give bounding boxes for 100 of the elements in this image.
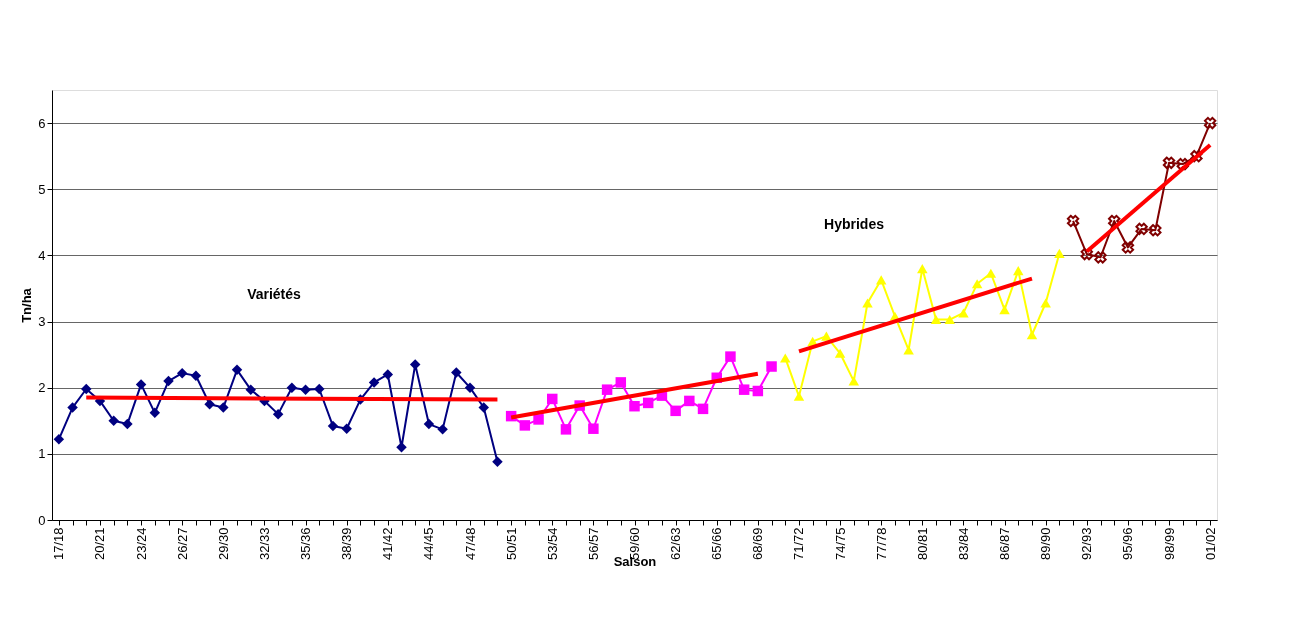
- x-tick-label: 71/72: [791, 527, 807, 561]
- point: [327, 420, 339, 432]
- point: [382, 369, 394, 380]
- point: [1026, 330, 1038, 340]
- y-tick-label: 3: [38, 314, 46, 330]
- y-axis-title: Tn/ha: [19, 287, 35, 323]
- point: [684, 395, 695, 407]
- point: [533, 414, 544, 425]
- x-tick-label: 68/69: [750, 527, 766, 561]
- point: [725, 351, 736, 362]
- point: [519, 420, 531, 431]
- point: [368, 377, 380, 388]
- x-tick-label: 23/24: [133, 527, 149, 561]
- x-tick-label: 26/27: [174, 527, 190, 561]
- point: [1094, 251, 1107, 264]
- point: [930, 315, 942, 325]
- point: [875, 275, 887, 285]
- point: [588, 423, 599, 434]
- point: [629, 400, 640, 412]
- point: [738, 384, 750, 395]
- point: [560, 424, 572, 435]
- annotation: Hybrides: [824, 216, 885, 232]
- point: [985, 268, 997, 278]
- x-tick-label: 38/39: [339, 527, 355, 561]
- point: [231, 364, 243, 376]
- point: [697, 403, 709, 415]
- x-tick-label: 44/45: [421, 527, 437, 561]
- point: [341, 423, 352, 434]
- point: [1066, 214, 1080, 228]
- x-tick-label: 01/02: [1202, 527, 1218, 561]
- y-tick-label: 0: [38, 512, 46, 528]
- annotation: Variétés: [247, 286, 302, 302]
- point: [848, 376, 860, 386]
- y-tick-label: 1: [38, 446, 46, 462]
- x-tick-label: 89/90: [1038, 527, 1054, 561]
- point: [903, 345, 914, 355]
- point: [67, 402, 78, 413]
- point: [218, 402, 229, 413]
- x-tick-label: 29/30: [215, 527, 231, 561]
- point: [272, 408, 284, 420]
- point: [245, 384, 256, 395]
- x-tick-label: 35/36: [298, 527, 314, 561]
- point: [793, 391, 805, 401]
- x-tick-label: 17/18: [51, 527, 67, 561]
- x-tick-label: 74/75: [832, 527, 848, 561]
- point: [176, 367, 188, 379]
- x-tick-label: 80/81: [914, 527, 930, 561]
- point: [108, 415, 119, 427]
- point: [451, 367, 462, 378]
- point: [1203, 116, 1217, 130]
- x-tick-label: 47/48: [462, 527, 478, 561]
- point: [1108, 214, 1121, 228]
- x-tick-label: 83/84: [955, 527, 971, 561]
- x-tick-label: 41/42: [380, 527, 396, 561]
- point: [437, 424, 448, 435]
- x-tick-label: 92/93: [1079, 527, 1095, 561]
- point: [81, 383, 92, 395]
- x-tick-label: 86/87: [997, 527, 1013, 561]
- point: [999, 305, 1010, 315]
- point: [1190, 149, 1203, 163]
- y-tick-label: 6: [38, 115, 46, 131]
- x-tick-label: 53/54: [544, 527, 560, 561]
- y-tick-label: 2: [38, 380, 46, 396]
- point: [1176, 157, 1189, 171]
- point: [1121, 241, 1135, 254]
- point: [1054, 248, 1065, 258]
- x-tick-label: 65/66: [709, 527, 725, 561]
- point: [1080, 247, 1093, 261]
- point: [149, 407, 161, 419]
- point: [190, 370, 202, 382]
- point: [615, 377, 627, 388]
- point: [423, 418, 435, 430]
- x-tick-label: 20/21: [92, 527, 108, 561]
- point: [122, 418, 133, 430]
- point: [1013, 266, 1024, 276]
- point: [300, 384, 311, 395]
- point: [409, 359, 421, 370]
- point: [53, 434, 65, 445]
- point: [944, 315, 955, 325]
- point: [464, 382, 476, 393]
- point: [1162, 156, 1176, 169]
- point: [752, 385, 764, 397]
- point: [163, 375, 174, 387]
- point: [601, 384, 613, 395]
- x-tick-label: 56/57: [585, 527, 601, 561]
- x-tick-label: 32/33: [256, 527, 272, 561]
- point: [314, 383, 325, 395]
- x-tick-label: 77/78: [873, 527, 889, 561]
- point: [286, 382, 298, 393]
- point: [862, 298, 873, 308]
- point: [1135, 222, 1148, 236]
- point: [547, 393, 558, 405]
- x-tick-label: 95/96: [1120, 527, 1136, 561]
- point: [478, 402, 489, 413]
- y-tick-label: 5: [38, 181, 46, 197]
- point: [917, 264, 928, 274]
- point: [642, 397, 654, 409]
- point: [1040, 298, 1051, 308]
- point: [135, 379, 147, 390]
- x-tick-label: 50/51: [503, 527, 519, 561]
